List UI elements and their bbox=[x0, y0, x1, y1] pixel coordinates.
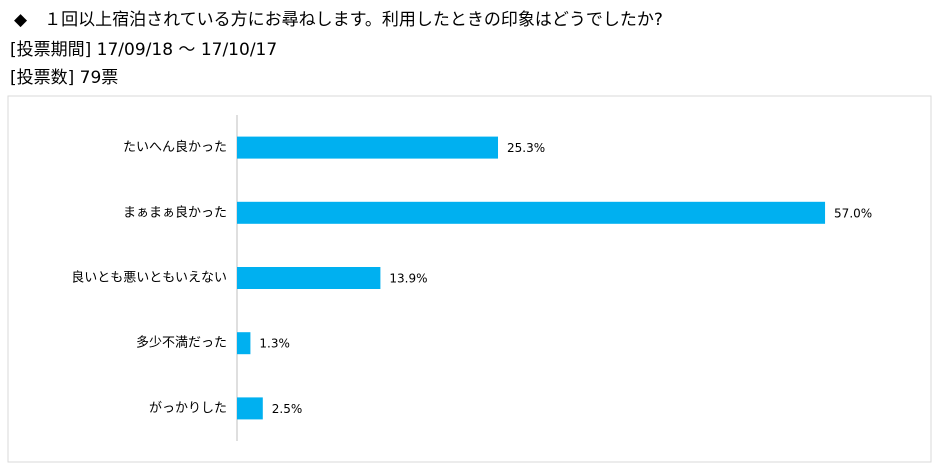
y-tick-label: 良いとも悪いともいえない bbox=[71, 270, 227, 286]
subtitle: [投票期間] 17/09/18 ～ 17/10/17 bbox=[10, 40, 277, 60]
value-label: 2.5% bbox=[272, 402, 303, 416]
value-label: 25.3% bbox=[507, 141, 545, 155]
value-label: 57.0% bbox=[834, 206, 872, 220]
y-tick-label: 多少不満だった bbox=[136, 335, 227, 351]
bar bbox=[237, 136, 499, 159]
chart-title: ◆ １回以上宿泊されている方にお尋ねします。利用したときの印象はどうでしたか? bbox=[14, 10, 663, 30]
subtitle: [投票数] 79票 bbox=[10, 68, 118, 88]
bar bbox=[237, 397, 263, 420]
y-tick-label: まぁまぁ良かった bbox=[123, 204, 227, 220]
y-tick-label: がっかりした bbox=[149, 401, 227, 416]
y-tick-label: たいへん良かった bbox=[123, 139, 227, 155]
plot-frame bbox=[7, 95, 932, 463]
bar bbox=[237, 332, 251, 355]
value-label: 1.3% bbox=[259, 337, 290, 351]
value-label: 13.9% bbox=[389, 272, 427, 286]
bar bbox=[237, 267, 381, 289]
bar bbox=[237, 201, 826, 224]
